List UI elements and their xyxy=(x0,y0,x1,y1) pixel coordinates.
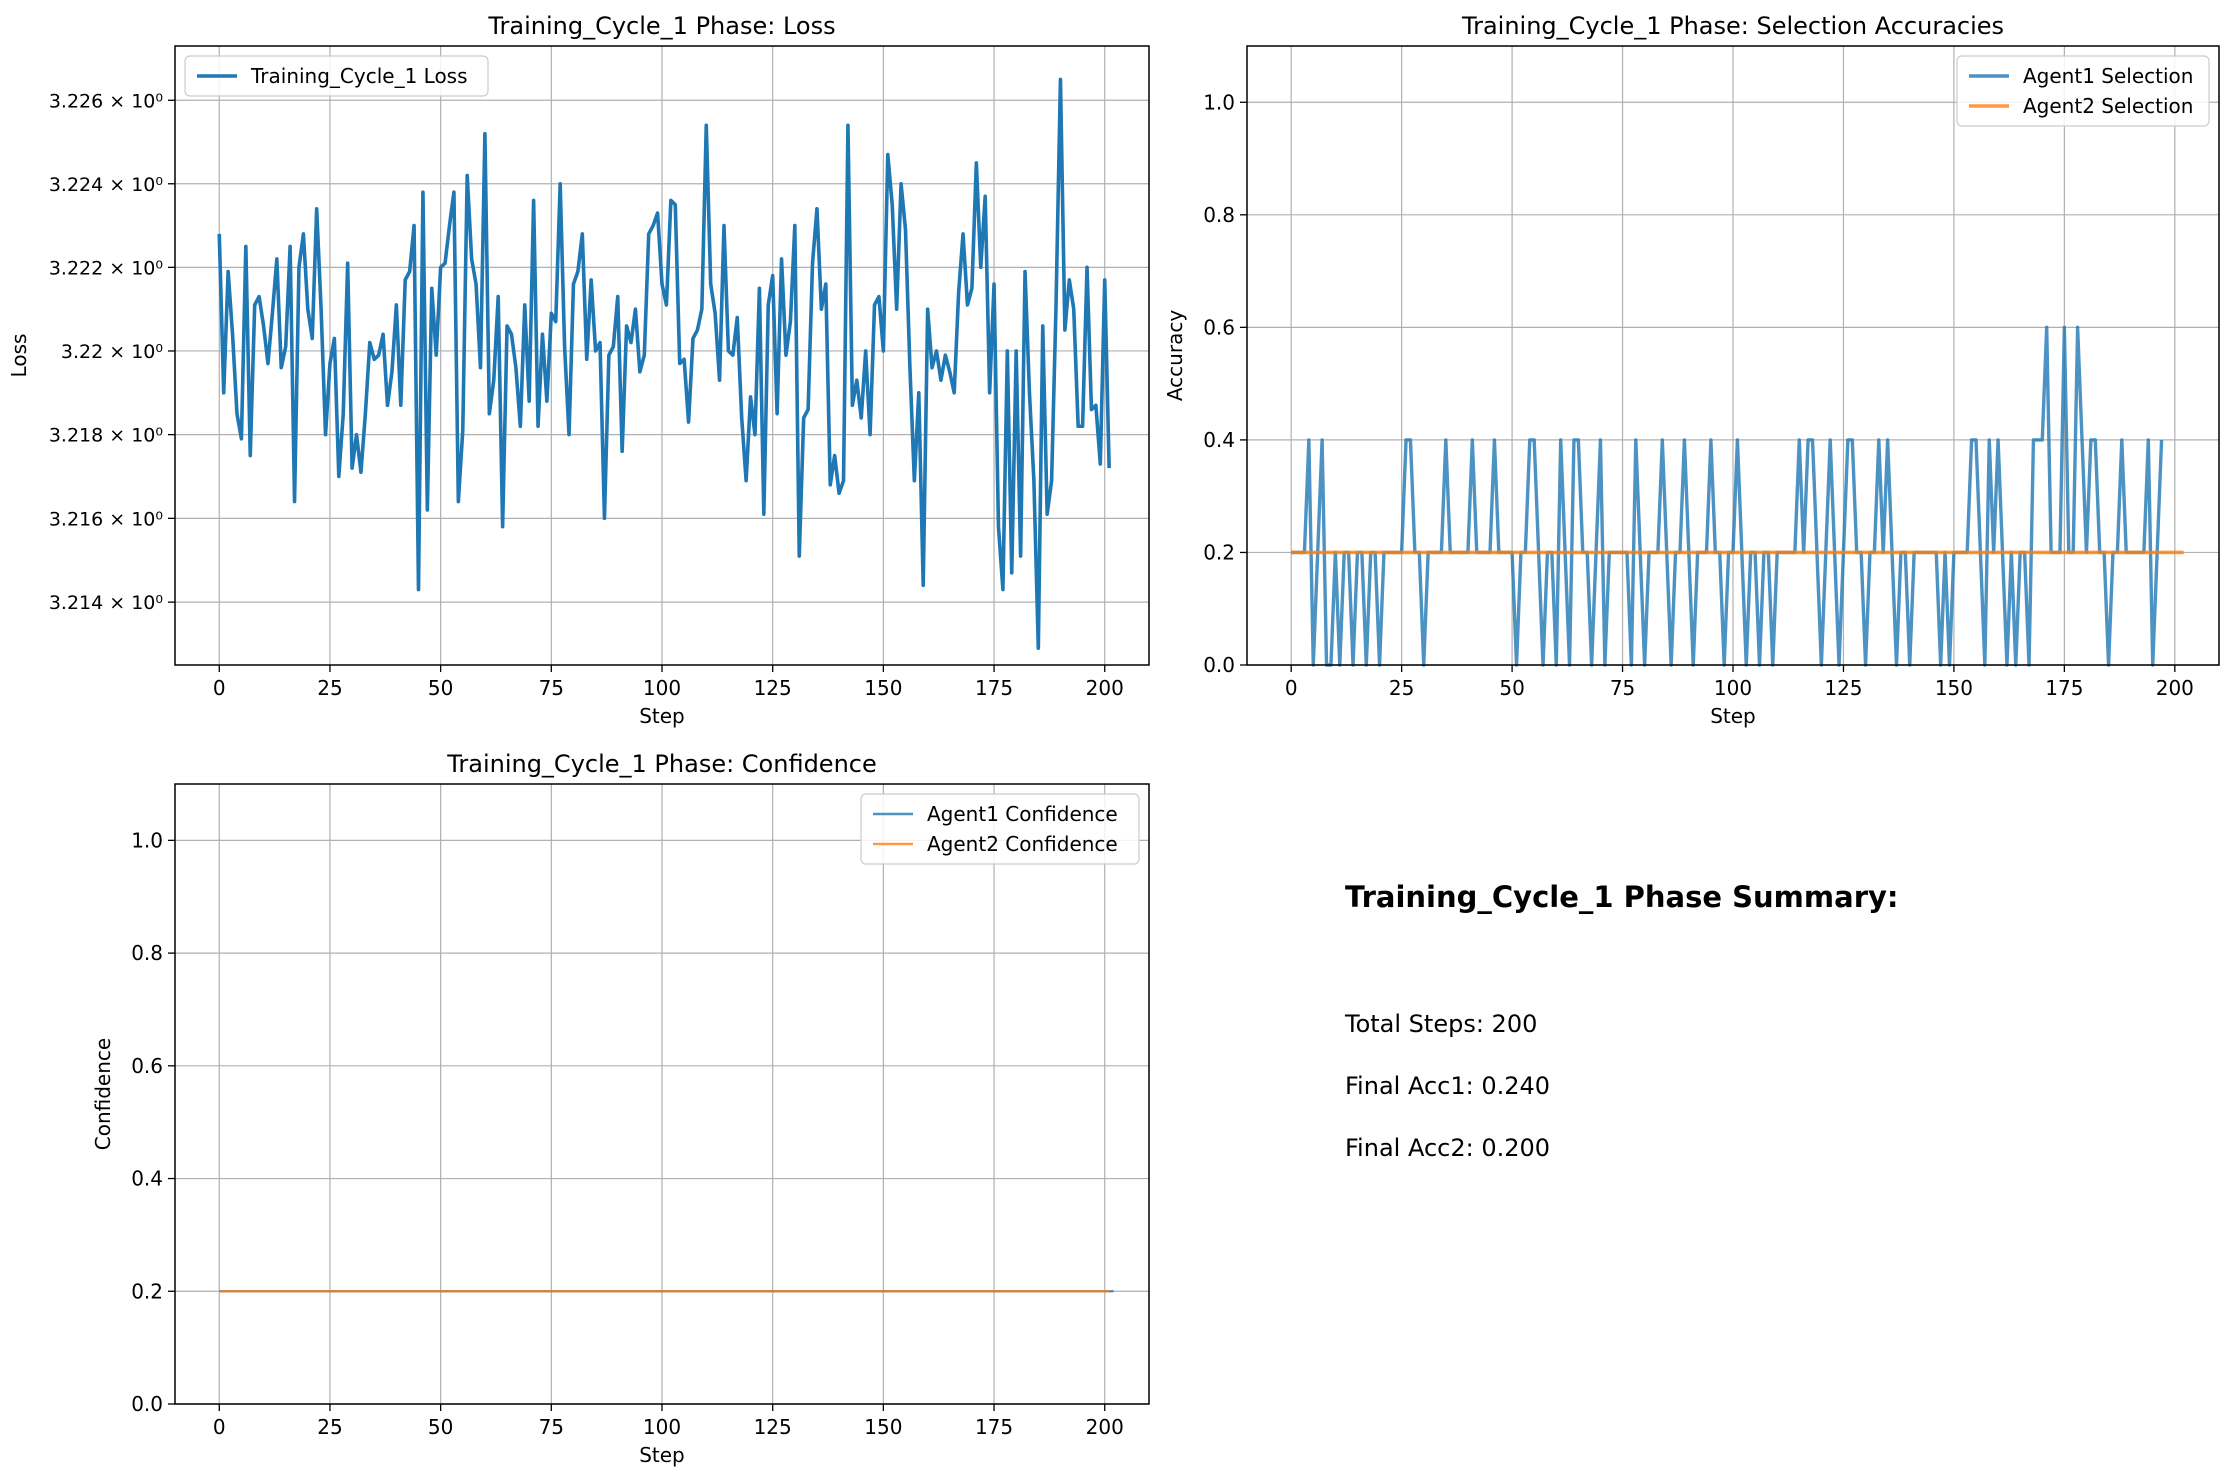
y-tick-label: 0.2 xyxy=(131,1279,163,1303)
y-tick-label: 0.6 xyxy=(1203,315,1235,339)
x-tick-label: 150 xyxy=(1935,676,1973,700)
legend: Training_Cycle_1 Loss xyxy=(184,55,489,97)
series-line xyxy=(1291,325,2164,667)
x-tick-label: 25 xyxy=(317,676,342,700)
x-axis-label: Step xyxy=(1710,704,1756,728)
legend-label: Agent2 Selection xyxy=(2023,94,2193,118)
x-tick-label: 175 xyxy=(975,1415,1013,1439)
y-tick-label: 3.222 × 10⁰ xyxy=(49,257,163,279)
legend: Agent1 Selection Agent2 Selection xyxy=(1956,55,2210,127)
x-axis-label: Step xyxy=(639,1443,685,1467)
x-tick-label: 25 xyxy=(317,1415,342,1439)
summary-final-acc2: Final Acc2: 0.200 xyxy=(1345,1134,1551,1162)
x-tick-label: 175 xyxy=(2045,676,2083,700)
x-tick-label: 100 xyxy=(643,1415,681,1439)
x-tick-label: 0 xyxy=(213,1415,226,1439)
x-tick-label: 125 xyxy=(754,676,792,700)
summary-final-acc1: Final Acc1: 0.240 xyxy=(1345,1072,1551,1100)
x-tick-label: 200 xyxy=(1086,676,1124,700)
y-tick-label: 0.6 xyxy=(131,1054,163,1078)
x-tick-label: 0 xyxy=(213,676,226,700)
y-tick-label: 3.22 × 10⁰ xyxy=(61,341,163,363)
legend-box xyxy=(184,55,489,97)
y-tick-label: 0.4 xyxy=(131,1167,163,1191)
x-tick-label: 75 xyxy=(539,1415,564,1439)
x-tick-label: 75 xyxy=(539,676,564,700)
x-axis-label: Step xyxy=(639,704,685,728)
chart-2: 0 25 50 75 100 125 150 175 200 0.0 0.2 0.4 0.6 0.8 1.0… xyxy=(1163,12,2220,728)
chart-title: Training_Cycle_1 Phase: Loss xyxy=(487,12,835,40)
y-tick-label: 0.8 xyxy=(1203,203,1235,227)
y-tick-label: 0.2 xyxy=(1203,540,1235,564)
summary-total-steps: Total Steps: 200 xyxy=(1345,1010,1538,1038)
y-tick-label: 3.224 × 10⁰ xyxy=(49,174,163,196)
legend-label: Agent2 Confidence xyxy=(927,832,1118,856)
x-tick-label: 100 xyxy=(1714,676,1752,700)
x-tick-label: 25 xyxy=(1389,676,1414,700)
y-tick-label: 3.214 × 10⁰ xyxy=(49,592,163,614)
chart-title: Training_Cycle_1 Phase: Confidence xyxy=(446,750,877,778)
x-tick-label: 200 xyxy=(1086,1415,1124,1439)
chart-3: 0 25 50 75 100 125 150 175 200 0.0 0.2 0.4 0.6 0.8 1.0… xyxy=(91,750,1150,1467)
legend-box xyxy=(1956,55,2210,127)
legend-label: Agent1 Selection xyxy=(2023,64,2193,88)
y-axis-label: Confidence xyxy=(91,1038,115,1150)
legend-label: Training_Cycle_1 Loss xyxy=(250,64,468,88)
x-tick-label: 150 xyxy=(864,676,902,700)
legend-box xyxy=(860,793,1140,865)
x-tick-label: 100 xyxy=(643,676,681,700)
x-tick-label: 50 xyxy=(428,1415,453,1439)
summary-title: Training_Cycle_1 Phase Summary: xyxy=(1345,880,1899,914)
y-tick-label: 1.0 xyxy=(1203,90,1235,114)
x-tick-label: 200 xyxy=(2156,676,2194,700)
x-tick-label: 0 xyxy=(1285,676,1298,700)
y-axis-label: Accuracy xyxy=(1163,310,1187,401)
y-tick-label: 3.226 × 10⁰ xyxy=(49,90,163,112)
x-tick-label: 50 xyxy=(428,676,453,700)
y-tick-label: 0.4 xyxy=(1203,428,1235,452)
chart-title: Training_Cycle_1 Phase: Selection Accura… xyxy=(1461,12,2004,40)
y-tick-label: 0.0 xyxy=(1203,653,1235,677)
x-tick-label: 125 xyxy=(754,1415,792,1439)
chart-1: 0 25 50 75 100 125 150 175 200 3.214 × 10⁰ 3.216 ×… xyxy=(7,12,1150,728)
series-line xyxy=(217,77,1111,651)
legend: Agent1 Confidence Agent2 Confidence xyxy=(860,793,1140,865)
x-tick-label: 125 xyxy=(1824,676,1862,700)
y-tick-label: 0.0 xyxy=(131,1392,163,1416)
legend-label: Agent1 Confidence xyxy=(927,802,1118,826)
y-tick-label: 0.8 xyxy=(131,941,163,965)
y-axis-label: Loss xyxy=(7,334,31,378)
x-tick-label: 75 xyxy=(1610,676,1635,700)
x-tick-label: 50 xyxy=(1499,676,1524,700)
y-tick-label: 1.0 xyxy=(131,828,163,852)
y-tick-label: 3.218 × 10⁰ xyxy=(49,425,163,447)
x-tick-label: 175 xyxy=(975,676,1013,700)
x-tick-label: 150 xyxy=(864,1415,902,1439)
y-tick-label: 3.216 × 10⁰ xyxy=(49,508,163,530)
